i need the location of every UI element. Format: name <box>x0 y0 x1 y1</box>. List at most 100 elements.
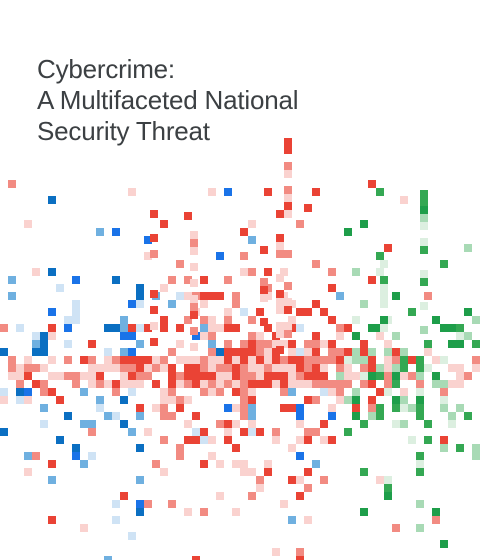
mosaic-cell <box>400 348 408 356</box>
mosaic-cell <box>376 268 384 276</box>
mosaic-cell <box>160 324 168 332</box>
mosaic-cell <box>136 356 144 364</box>
mosaic-cell <box>128 348 136 356</box>
mosaic-cell <box>192 380 200 388</box>
mosaic-cell <box>248 396 256 404</box>
mosaic-cell <box>276 234 284 242</box>
mosaic-cell <box>392 396 400 404</box>
mosaic-cell <box>224 348 232 356</box>
mosaic-cell <box>88 428 96 436</box>
mosaic-cell <box>256 476 264 484</box>
mosaic-cell <box>224 380 232 388</box>
mosaic-cell <box>184 364 192 372</box>
mosaic-cell <box>120 492 128 500</box>
mosaic-cell <box>80 356 88 364</box>
mosaic-cell <box>440 404 448 412</box>
mosaic-cell <box>112 364 120 372</box>
mosaic-cell <box>264 468 272 476</box>
mosaic-cell <box>128 388 136 396</box>
mosaic-cell <box>284 330 292 338</box>
mosaic-cell <box>224 420 232 428</box>
mosaic-cell <box>32 348 40 356</box>
mosaic-cell <box>448 324 456 332</box>
mosaic-cell <box>168 500 176 508</box>
mosaic-cell <box>288 340 296 348</box>
mosaic-cell <box>24 388 32 396</box>
mosaic-cell <box>64 324 72 332</box>
mosaic-cell <box>72 372 80 380</box>
mosaic-cell <box>48 268 56 276</box>
mosaic-cell <box>184 276 192 284</box>
mosaic-cell <box>190 327 198 335</box>
mosaic-cell <box>264 340 272 348</box>
mosaic-cell <box>48 356 56 364</box>
mosaic-cell <box>272 548 280 556</box>
mosaic-cell <box>440 260 448 268</box>
mosaic-cell <box>276 250 284 258</box>
mosaic-cell <box>280 372 288 380</box>
mosaic-cell <box>136 476 144 484</box>
mosaic-cell <box>40 364 48 372</box>
mosaic-cell <box>384 364 392 372</box>
mosaic-cell <box>64 372 72 380</box>
mosaic-cell <box>248 220 256 228</box>
mosaic-cell <box>296 364 304 372</box>
mosaic-cell <box>304 436 312 444</box>
mosaic-cell <box>240 356 248 364</box>
mosaic-cell <box>216 252 224 260</box>
mosaic-cell <box>8 292 16 300</box>
mosaic-cell <box>190 231 198 239</box>
mosaic-cell <box>336 348 344 356</box>
mosaic-cell <box>88 340 96 348</box>
mosaic-cell <box>312 348 320 356</box>
mosaic-cell <box>208 316 216 324</box>
mosaic-cell <box>456 332 464 340</box>
mosaic-cell <box>136 300 144 308</box>
mosaic-cell <box>424 436 432 444</box>
mosaic-cell <box>8 180 16 188</box>
mosaic-cell <box>360 220 368 228</box>
mosaic-cell <box>320 420 328 428</box>
mosaic-cell <box>248 236 256 244</box>
mosaic-cell <box>284 282 292 290</box>
mosaic-cell <box>200 460 208 468</box>
mosaic-cell <box>376 188 384 196</box>
mosaic-cell <box>464 308 472 316</box>
mosaic-cell <box>296 348 304 356</box>
mosaic-cell <box>24 364 32 372</box>
mosaic-cell <box>288 476 296 484</box>
mosaic-cell <box>424 364 432 372</box>
mosaic-cell <box>72 308 80 316</box>
mosaic-cell <box>240 380 248 388</box>
mosaic-cell <box>408 308 416 316</box>
mosaic-cell <box>448 420 456 428</box>
mosaic-cell <box>32 332 40 340</box>
mosaic-cell <box>176 444 184 452</box>
mosaic-cell <box>120 324 128 332</box>
mosaic-cell <box>104 380 112 388</box>
mosaic-cell <box>440 324 448 332</box>
mosaic-cell <box>88 372 96 380</box>
mosaic-cell <box>192 412 200 420</box>
mosaic-cell <box>120 420 128 428</box>
mosaic-cell <box>96 396 104 404</box>
mosaic-cell <box>192 332 200 340</box>
mosaic-cell <box>400 420 408 428</box>
mosaic-cell <box>190 295 198 303</box>
mosaic-cell <box>168 396 176 404</box>
mosaic-cell <box>190 343 198 351</box>
mosaic-cell <box>368 324 376 332</box>
mosaic-cell <box>150 234 158 242</box>
mosaic-cell <box>216 324 224 332</box>
mosaic-cell <box>224 436 232 444</box>
mosaic-cell <box>200 300 208 308</box>
mosaic-cell <box>360 468 368 476</box>
mosaic-cell <box>200 428 208 436</box>
mosaic-cell <box>284 210 292 218</box>
mosaic-cell <box>312 364 320 372</box>
mosaic-cell <box>276 210 284 218</box>
mosaic-cell <box>288 388 296 396</box>
mosaic-cell <box>208 388 216 396</box>
mosaic-cell <box>420 206 428 214</box>
mosaic-cell <box>276 274 284 282</box>
